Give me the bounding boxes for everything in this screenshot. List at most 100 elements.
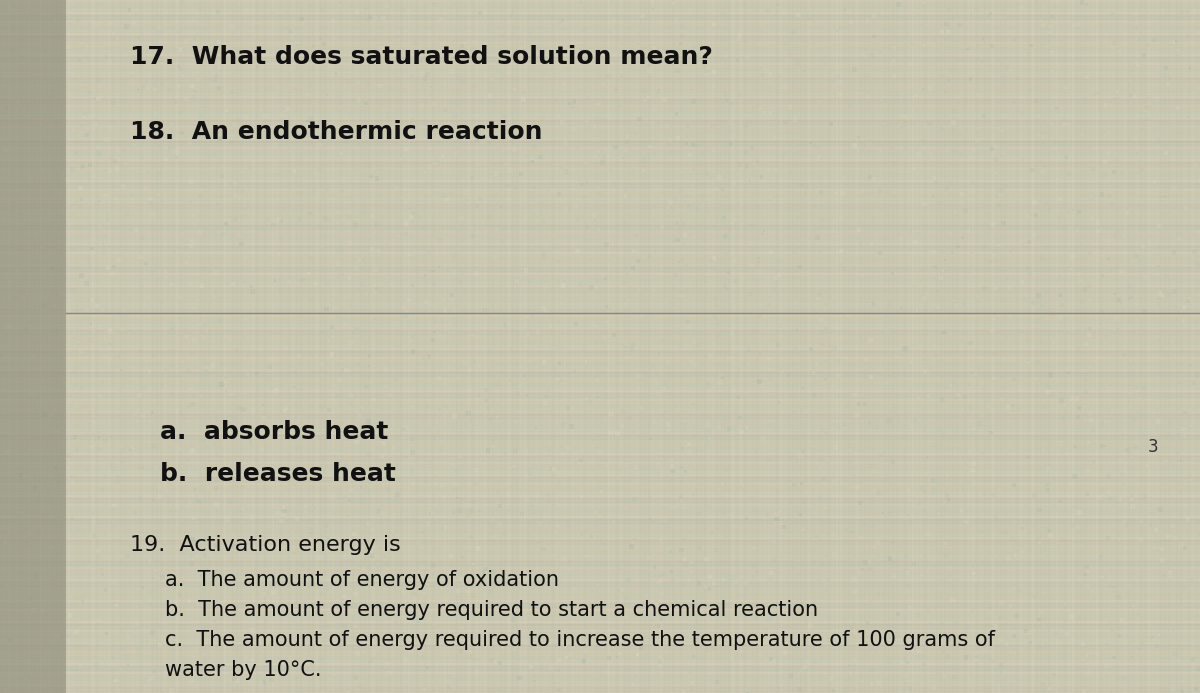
Bar	[260, 109, 262, 111]
Bar	[89, 116, 91, 119]
Bar	[416, 546, 418, 548]
Bar	[984, 0, 986, 693]
Bar	[1064, 632, 1069, 636]
Bar	[971, 420, 972, 421]
Bar	[472, 500, 476, 504]
Bar	[50, 267, 54, 271]
Bar	[71, 622, 76, 626]
Bar	[472, 563, 475, 565]
Bar	[736, 211, 740, 216]
Bar	[650, 365, 655, 369]
Bar	[425, 72, 430, 77]
Bar	[655, 288, 656, 290]
Bar	[1073, 445, 1076, 448]
Bar	[515, 391, 520, 395]
Bar	[41, 247, 44, 249]
Bar	[0, 513, 1200, 515]
Bar	[743, 193, 745, 195]
Bar	[816, 468, 818, 471]
Bar	[502, 690, 504, 693]
Bar	[174, 664, 179, 668]
Bar	[529, 182, 533, 186]
Bar	[869, 184, 870, 186]
Bar	[1116, 509, 1118, 511]
Bar	[1057, 546, 1060, 548]
Bar	[918, 151, 922, 155]
Bar	[203, 663, 208, 668]
Bar	[720, 356, 722, 359]
Bar	[300, 216, 302, 217]
Bar	[244, 225, 246, 227]
Bar	[71, 626, 73, 629]
Bar	[781, 155, 785, 159]
Bar	[962, 202, 965, 205]
Bar	[800, 559, 805, 563]
Bar	[0, 633, 1200, 635]
Bar	[985, 416, 989, 419]
Bar	[163, 69, 167, 73]
Bar	[857, 227, 860, 231]
Bar	[233, 123, 236, 128]
Bar	[280, 384, 282, 387]
Bar	[492, 309, 493, 310]
Bar	[1109, 269, 1111, 272]
Bar	[682, 505, 686, 509]
Bar	[769, 46, 770, 48]
Bar	[77, 467, 80, 471]
Bar	[408, 625, 409, 626]
Bar	[985, 20, 989, 24]
Bar	[35, 235, 36, 236]
Bar	[256, 554, 258, 556]
Bar	[102, 475, 106, 479]
Bar	[230, 134, 234, 138]
Bar	[925, 593, 929, 597]
Bar	[748, 0, 750, 693]
Bar	[887, 461, 889, 464]
Bar	[257, 171, 260, 175]
Bar	[814, 243, 816, 245]
Bar	[515, 280, 517, 282]
Bar	[919, 279, 923, 282]
Bar	[54, 428, 59, 434]
Bar	[556, 163, 558, 166]
Bar	[282, 207, 286, 211]
Bar	[263, 404, 264, 406]
Bar	[990, 44, 995, 49]
Bar	[295, 233, 296, 235]
Bar	[593, 480, 598, 484]
Bar	[193, 646, 197, 650]
Bar	[703, 441, 706, 444]
Bar	[670, 477, 673, 481]
Bar	[506, 579, 510, 582]
Bar	[328, 525, 329, 526]
Bar	[432, 563, 436, 568]
Bar	[532, 0, 534, 693]
Bar	[758, 44, 760, 46]
Bar	[360, 406, 364, 411]
Bar	[1172, 119, 1176, 122]
Bar	[367, 405, 371, 408]
Bar	[206, 96, 209, 98]
Bar	[790, 641, 793, 644]
Bar	[623, 126, 628, 130]
Bar	[340, 0, 342, 693]
Bar	[1136, 38, 1140, 42]
Bar	[974, 423, 978, 427]
Bar	[329, 359, 334, 364]
Bar	[377, 103, 382, 107]
Bar	[372, 38, 376, 42]
Bar	[946, 510, 948, 511]
Bar	[697, 343, 701, 347]
Bar	[919, 24, 923, 27]
Bar	[240, 541, 245, 545]
Bar	[269, 369, 271, 371]
Bar	[978, 462, 979, 463]
Bar	[800, 39, 805, 43]
Bar	[982, 37, 984, 40]
Bar	[1122, 340, 1126, 344]
Bar	[713, 150, 715, 152]
Bar	[524, 482, 528, 485]
Bar	[536, 0, 538, 693]
Bar	[760, 175, 763, 179]
Bar	[742, 427, 745, 431]
